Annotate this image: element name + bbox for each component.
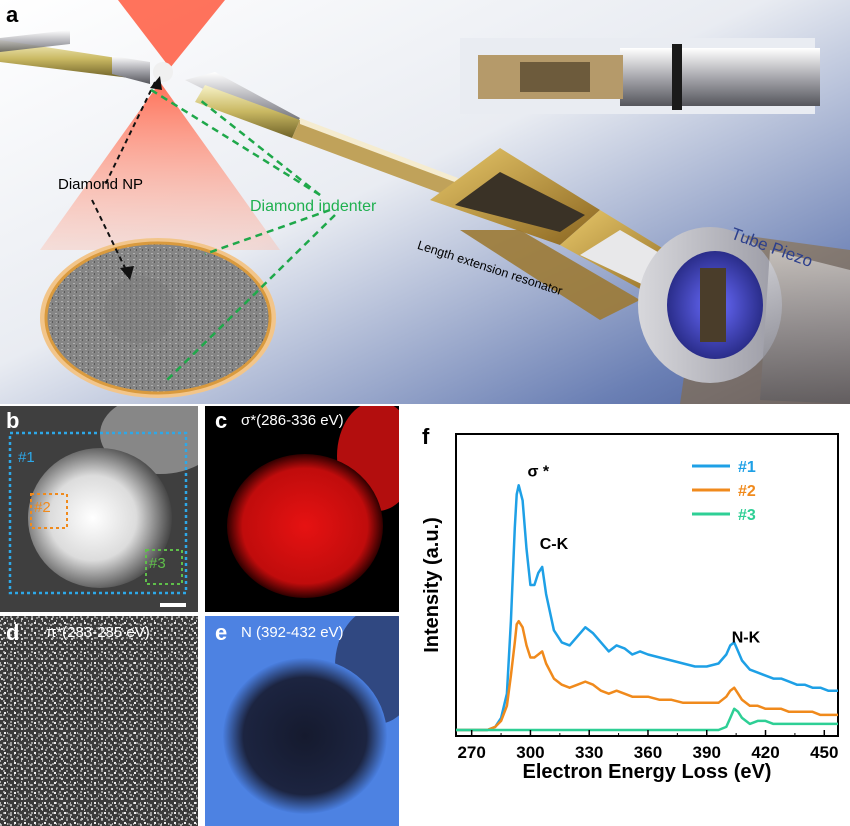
- panel-f-label: f: [422, 424, 430, 449]
- plot-frame: [455, 433, 839, 737]
- x-axis-label: Electron Energy Loss (eV): [523, 761, 772, 783]
- panel-e-caption: N (392-432 eV): [241, 624, 344, 641]
- x-tick-label: 420: [751, 743, 779, 762]
- panel-a-label: a: [6, 2, 19, 27]
- panel-d-pi-map: [0, 616, 198, 826]
- eels-spectrum-chart: 270 300 330 360 390 420 450 σ * C-K N-K #1 #2 #3 E…: [421, 433, 839, 783]
- panel-c-label: c: [215, 408, 228, 433]
- roi-2-label: #2: [34, 499, 51, 516]
- panel-c-sigma-map: [205, 406, 399, 612]
- x-tick-label: 270: [457, 743, 485, 762]
- series-line-1: [456, 484, 838, 732]
- diamond-indenter-label: Diamond indenter: [250, 198, 377, 215]
- series-line-3: [456, 707, 838, 732]
- roi-3-label: #3: [149, 555, 166, 572]
- peak-annotation: C-K: [540, 536, 569, 553]
- legend-label-1: #1: [738, 459, 756, 476]
- series-line-2: [456, 619, 838, 732]
- panel-e-label: e: [215, 620, 228, 645]
- panel-e: e N (392-432 eV): [205, 616, 399, 826]
- diamond-np-label: Diamond NP: [58, 176, 144, 193]
- peak-annotation: σ *: [527, 463, 549, 480]
- x-tick-label: 450: [810, 743, 838, 762]
- legend-label-3: #3: [738, 507, 756, 524]
- panel-e-nitrogen-map: [205, 616, 399, 826]
- panel-c: c σ*(286-336 eV): [205, 406, 399, 612]
- panel-b-haadf-image: [0, 406, 198, 612]
- panel-d-caption: π*(283-285 eV): [46, 624, 150, 641]
- panel-b-label: b: [6, 408, 20, 433]
- peak-annotation: N-K: [732, 629, 761, 646]
- x-tick-label: 330: [575, 743, 603, 762]
- roi-1-label: #1: [18, 449, 35, 466]
- x-tick-label: 360: [634, 743, 662, 762]
- x-tick-label: 390: [693, 743, 721, 762]
- panel-b: b #1 #2 #3: [0, 406, 198, 612]
- x-tick-label: 300: [516, 743, 544, 762]
- panel-a: a Diamond NP Diamond indenter Length ext…: [0, 0, 850, 404]
- panel-a-illustration: [0, 0, 850, 404]
- panel-d: d π*(283-285 eV): [0, 616, 198, 826]
- y-axis-label: Intensity (a.u.): [421, 517, 443, 653]
- legend-label-2: #2: [738, 483, 756, 500]
- panel-c-caption: σ*(286-336 eV): [241, 412, 344, 429]
- panel-d-label: d: [6, 620, 20, 645]
